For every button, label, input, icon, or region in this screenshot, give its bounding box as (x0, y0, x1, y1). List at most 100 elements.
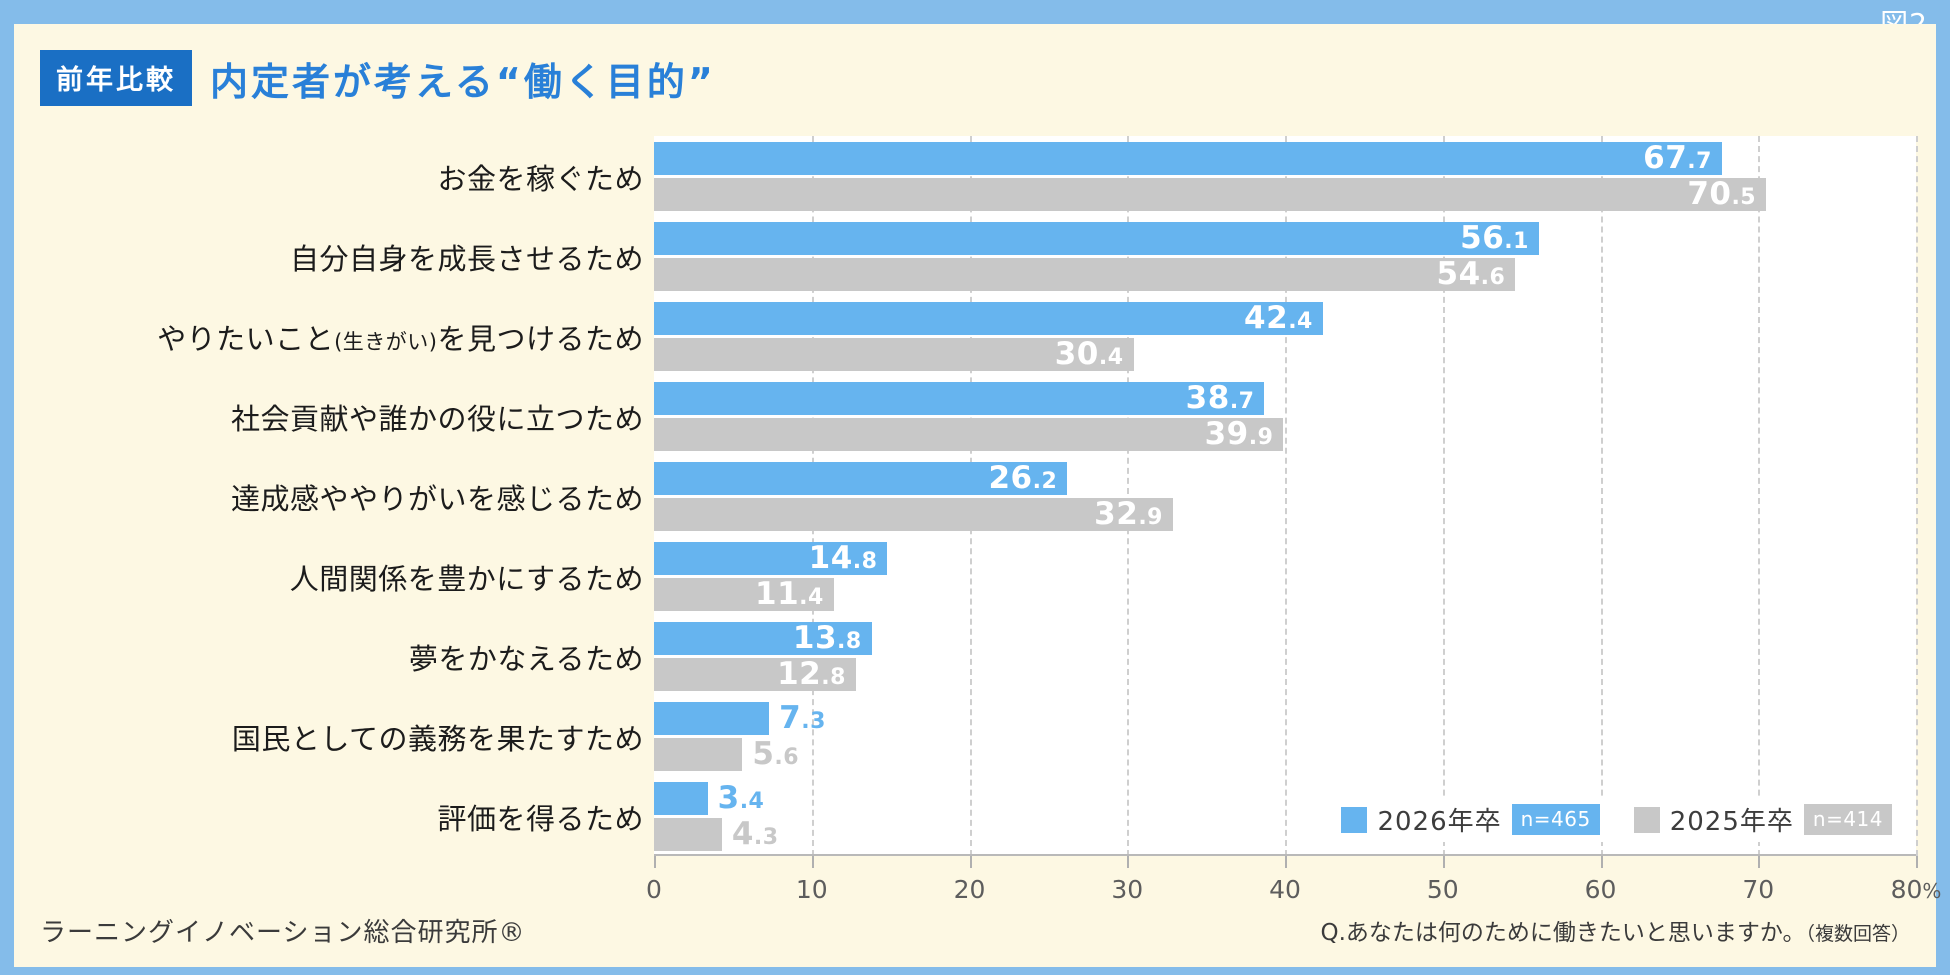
bar-value-label: 54.6 (1436, 256, 1506, 292)
bar-value-label: 5.6 (752, 736, 800, 772)
x-tick-label: 0 (646, 875, 662, 904)
x-tick-label: 70 (1742, 875, 1775, 904)
x-tick-label: 40 (1269, 875, 1301, 904)
bar-row: 評価を得るため 3.4 4.3 (437, 776, 1916, 856)
bar-value-label: 70.5 (1687, 176, 1757, 212)
legend-label: 2025年卒 (1669, 807, 1794, 837)
bar-2026年卒: 26.2 (654, 460, 1068, 496)
gridline (1285, 136, 1287, 856)
x-tick (969, 856, 972, 868)
legend-item[interactable]: 2026年卒 n=465 (1341, 801, 1600, 838)
bar-2026年卒: 67.7 (654, 140, 1722, 176)
legend-label: 2026年卒 (1377, 807, 1502, 837)
question-main: Q.あなたは何のために働きたいと思いますか。 (1320, 920, 1806, 946)
bar-value-label: 12.8 (777, 656, 846, 692)
bar-value-label: 38.7 (1185, 380, 1255, 416)
chart-header: 前年比較 内定者が考える“働く目的” (40, 50, 716, 106)
x-tick (1442, 856, 1445, 868)
bar-2025年卒: 39.9 (654, 416, 1284, 452)
question-text: Q.あなたは何のために働きたいと思いますか。（複数回答） (1321, 913, 1910, 947)
bar-value-label: 3.4 (717, 780, 765, 816)
bar-2025年卒: 30.4 (654, 336, 1134, 372)
x-tick-label: 10 (795, 875, 828, 904)
bar-2025年卒: 70.5 (654, 176, 1767, 212)
gridline (811, 136, 814, 856)
bar-2025年卒: 12.8 (654, 656, 856, 692)
category-label: 評価を得るため (437, 802, 644, 836)
category-label: 社会貢献や誰かの役に立つため (230, 402, 644, 436)
credit-text: ラーニングイノベーション総合研究所® (40, 918, 526, 948)
bar-2025年卒: 32.9 (654, 496, 1173, 532)
x-tick (654, 856, 656, 868)
category-label: 夢をかなえるため (408, 642, 644, 676)
x-tick-label: 80% (1890, 875, 1942, 904)
page-title: 内定者が考える“働く目的” (210, 59, 716, 104)
x-tick (1600, 856, 1603, 868)
category-label: 自分自身を成長させるため (289, 242, 644, 276)
bar-2026年卒: 14.8 (654, 540, 888, 576)
bar-value-label: 67.7 (1643, 140, 1712, 176)
gridline (1442, 136, 1445, 856)
chart-card: 前年比較 内定者が考える“働く目的” お金を稼ぐため 67.7 70.5 自分自身を成… (14, 24, 1941, 967)
bar-value-label: 26.2 (988, 460, 1058, 496)
gridline (1916, 136, 1918, 856)
x-axis-line (654, 854, 1916, 856)
bar-value-label: 7.3 (779, 700, 826, 736)
bar-2025年卒: 54.6 (654, 256, 1516, 292)
bar-2026年卒: 13.8 (654, 620, 872, 656)
bar-row: 国民としての義務を果たすため 7.3 5.6 (232, 696, 1916, 776)
plot-area: お金を稼ぐため 67.7 70.5 自分自身を成長させるため 56.1 54.6 やりたいこ… (157, 136, 1941, 904)
x-tick-label: 30 (1111, 875, 1144, 904)
comparison-badge: 前年比較 (40, 50, 192, 106)
bar-row: 達成感ややりがいを感じるため 26.2 32.9 (231, 456, 1916, 536)
gridline (1127, 136, 1130, 856)
legend-swatch-icon (1341, 806, 1368, 833)
x-tick (1758, 856, 1761, 868)
legend-swatch-icon (1633, 806, 1660, 833)
x-tick (1127, 856, 1130, 868)
gridline (1600, 136, 1603, 856)
chart-legend: 2026年卒 n=465 2025年卒 n=414 (1335, 797, 1898, 842)
category-label: やりたいこと(生きがい)を見つけるため (157, 322, 644, 356)
question-note: （複数回答） (1805, 923, 1910, 945)
bar-row: やりたいこと(生きがい)を見つけるため 42.4 30.4 (157, 296, 1916, 376)
gridline (1758, 136, 1761, 856)
legend-sample-size: n=465 (1511, 804, 1600, 835)
bar-value-label: 30.4 (1054, 336, 1124, 372)
bar-row: お金を稼ぐため 67.7 70.5 (437, 136, 1916, 216)
bar-value-label: 4.3 (731, 816, 779, 852)
x-tick (1916, 856, 1918, 868)
bar-value-label: 14.8 (808, 540, 878, 576)
bar-row: 自分自身を成長させるため 56.1 54.6 (290, 216, 1916, 296)
x-tick (811, 856, 814, 868)
legend-sample-size: n=414 (1803, 804, 1892, 835)
x-tick-label: 20 (953, 875, 986, 904)
bar-value-label: 11.4 (755, 576, 824, 612)
gridline (969, 136, 972, 856)
bar-row: 社会貢献や誰かの役に立つため 38.7 39.9 (231, 376, 1916, 456)
bar-value-label: 56.1 (1460, 220, 1529, 256)
bar-2026年卒: 56.1 (654, 220, 1539, 256)
legend-item[interactable]: 2025年卒 n=414 (1633, 801, 1892, 838)
category-label: 国民としての義務を果たすため (231, 722, 644, 756)
bar-value-label: 42.4 (1244, 300, 1313, 336)
bar-value-label: 32.9 (1094, 496, 1163, 532)
bar-row: 夢をかなえるため 13.8 12.8 (409, 616, 1916, 696)
bar-2025年卒: 4.3 (654, 816, 778, 852)
x-tick (1285, 856, 1287, 868)
x-tick-label: 60 (1584, 875, 1617, 904)
category-label: お金を稼ぐため (437, 162, 644, 196)
bar-2026年卒: 38.7 (654, 380, 1265, 416)
bar-2026年卒: 3.4 (654, 780, 764, 816)
bar-row: 人間関係を豊かにするため 14.8 11.4 (290, 536, 1916, 616)
bar-value-label: 13.8 (792, 620, 862, 656)
bar-2025年卒: 5.6 (654, 736, 799, 772)
bar-2026年卒: 7.3 (654, 700, 825, 736)
bar-value-label: 39.9 (1204, 416, 1274, 452)
bar-2025年卒: 11.4 (654, 576, 834, 612)
category-label: 達成感ややりがいを感じるため (230, 482, 644, 516)
bar-2026年卒: 42.4 (654, 300, 1323, 336)
x-tick-label: 50 (1426, 875, 1459, 904)
category-label: 人間関係を豊かにするため (289, 562, 644, 596)
